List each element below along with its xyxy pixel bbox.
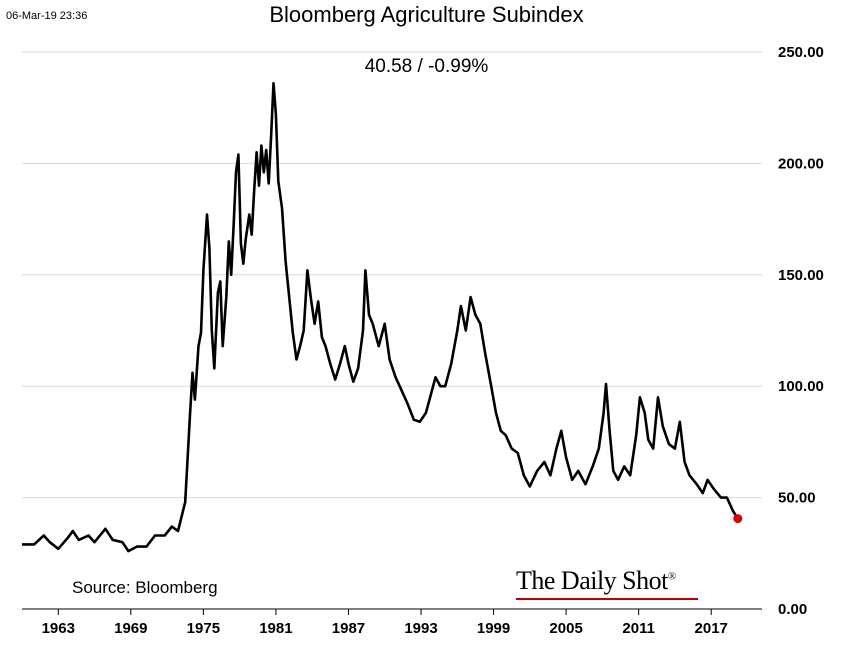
x-tick-label: 2011 [622,620,655,637]
y-tick-label: 250.00 [778,44,824,61]
x-tick-label: 1987 [332,620,365,637]
x-tick-label: 1981 [259,620,292,637]
logo-text: The Daily Shot [516,566,668,595]
y-tick-label: 50.00 [778,490,816,507]
daily-shot-logo: The Daily Shot® [516,566,676,596]
y-axis: 0.00 50.00 100.00 150.00 200.00 250.00 [778,44,824,618]
x-tick-label: 2005 [549,620,582,637]
x-axis: 1963 1969 1975 1981 1987 1993 1999 2005 2011 2017 [22,608,762,637]
y-tick-label: 100.00 [778,378,824,395]
y-tick-label: 200.00 [778,155,824,172]
chart-title: Bloomberg Agriculture Subindex [269,2,584,27]
gridlines [22,51,762,499]
timestamp: 06-Mar-19 23:36 [6,10,88,22]
source-note: Source: Bloomberg [72,578,218,597]
logo-underline [516,598,698,600]
y-tick-label: 150.00 [778,267,824,284]
x-tick-label: 1963 [42,620,75,637]
y-tick-label: 0.00 [778,601,807,618]
registered-mark: ® [667,570,676,583]
latest-reading: 40.58 / -0.99% [364,56,489,77]
x-tick-label: 1975 [187,620,220,637]
series-layer [22,81,743,553]
x-tick-label: 1969 [114,620,147,637]
last-point [733,514,743,524]
series-line [22,81,739,553]
x-tick-label: 1999 [477,620,510,637]
x-tick-label: 1993 [404,620,437,637]
x-tick-label: 2017 [695,620,728,637]
